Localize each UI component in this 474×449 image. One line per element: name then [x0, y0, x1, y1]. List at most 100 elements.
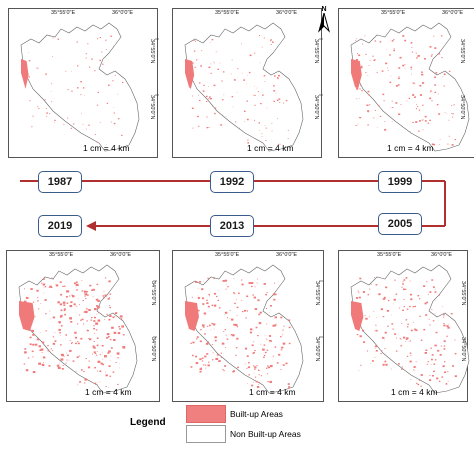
builtup-patch [93, 328, 95, 330]
builtup-patch [208, 127, 210, 128]
builtup-patch [439, 139, 441, 141]
builtup-patch [411, 47, 413, 48]
builtup-patch [104, 294, 108, 297]
builtup-patch [405, 277, 408, 279]
builtup-patch [63, 304, 66, 306]
builtup-patch [77, 323, 79, 325]
builtup-patch [202, 303, 205, 305]
builtup-patch [249, 54, 252, 57]
builtup-patch [417, 295, 420, 297]
builtup-patch [361, 65, 363, 67]
builtup-patch [274, 293, 277, 296]
builtup-patch [446, 113, 448, 114]
builtup-patch [360, 85, 362, 87]
builtup-patch [365, 72, 367, 74]
builtup-patch [106, 336, 109, 339]
builtup-patch [382, 298, 385, 300]
builtup-patch [277, 118, 278, 119]
builtup-patch [75, 342, 77, 345]
builtup-patch [105, 386, 107, 387]
builtup-patch [246, 295, 249, 298]
builtup-patch [365, 317, 368, 320]
builtup-patch [253, 94, 255, 96]
builtup-patch [357, 67, 360, 69]
builtup-patch [276, 362, 279, 364]
builtup-patch [393, 49, 395, 52]
builtup-patch [62, 301, 66, 304]
builtup-patch [99, 59, 102, 62]
builtup-patch [57, 301, 60, 304]
builtup-patch [59, 281, 62, 283]
builtup-patch [52, 336, 55, 338]
year-box-1992: 1992 [210, 171, 254, 193]
builtup-patch [246, 310, 249, 312]
builtup-patch [48, 365, 51, 367]
builtup-patch [429, 379, 432, 382]
builtup-patch [119, 363, 121, 365]
builtup-patch [431, 354, 434, 356]
builtup-patch [88, 309, 91, 312]
builtup-patch [420, 385, 422, 387]
builtup-patch [122, 81, 124, 83]
builtup-patch [376, 72, 378, 73]
builtup-patch [191, 296, 193, 298]
builtup-patch [382, 316, 384, 318]
builtup-patch [288, 386, 291, 389]
builtup-patch [205, 342, 209, 345]
builtup-patch [192, 62, 194, 64]
builtup-patch [69, 317, 73, 320]
builtup-patch [400, 104, 402, 105]
builtup-patch [406, 308, 409, 310]
builtup-patch [71, 341, 73, 343]
builtup-patch [94, 316, 96, 319]
builtup-patch [56, 364, 60, 367]
builtup-patch [52, 316, 56, 319]
builtup-patch [29, 336, 32, 339]
builtup-patch [77, 298, 79, 299]
builtup-patch [199, 281, 202, 283]
builtup-patch [231, 73, 232, 75]
builtup-patch [27, 307, 30, 309]
year-box-1987: 1987 [38, 171, 82, 193]
builtup-patch [261, 46, 263, 48]
builtup-patch [211, 304, 214, 307]
builtup-patch [364, 35, 366, 37]
builtup-patch [83, 370, 85, 373]
builtup-patch [434, 344, 437, 347]
builtup-patch [66, 352, 68, 354]
builtup-patch [114, 316, 116, 317]
scale-label: 1 cm = 4 km [391, 387, 438, 397]
builtup-patch [63, 124, 65, 126]
builtup-patch [380, 353, 382, 355]
builtup-patch [374, 277, 376, 278]
builtup-patch [401, 368, 403, 370]
builtup-patch [432, 286, 435, 288]
builtup-patch [60, 314, 63, 317]
builtup-patch [192, 95, 193, 97]
builtup-patch [262, 94, 264, 96]
legend-label-nonbuiltup: Non Built-up Areas [230, 429, 301, 439]
coord-side-2: 34°50'0"N [149, 95, 155, 120]
builtup-patch [385, 286, 388, 289]
builtup-patch [393, 298, 396, 301]
builtup-patch [224, 365, 227, 367]
region-outline [20, 22, 140, 152]
builtup-patch [117, 383, 119, 385]
builtup-patch [99, 381, 101, 383]
builtup-patch [86, 329, 89, 331]
builtup-patch [422, 82, 425, 84]
builtup-patch [444, 361, 446, 363]
builtup-patch [247, 366, 251, 369]
builtup-patch [28, 60, 31, 62]
builtup-patch [113, 112, 115, 114]
builtup-patch [419, 298, 421, 300]
builtup-patch [75, 283, 79, 287]
builtup-patch [382, 363, 385, 366]
builtup-patch [377, 105, 380, 107]
builtup-patch [263, 356, 265, 358]
coord-top-2: 36°0'0"E [442, 10, 464, 16]
builtup-patch [431, 143, 434, 146]
builtup-patch [236, 326, 239, 328]
builtup-patch [211, 322, 213, 325]
builtup-patch [427, 122, 430, 124]
